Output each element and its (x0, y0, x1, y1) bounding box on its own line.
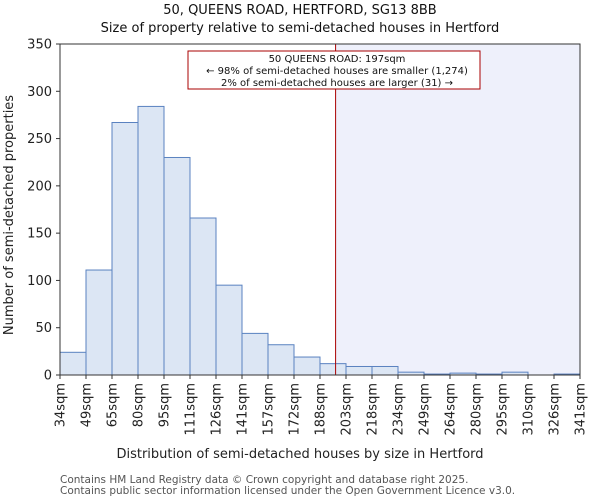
x-tick-label: 188sqm (314, 383, 329, 436)
x-tick-label: 295sqm (496, 383, 511, 436)
x-tick-label: 218sqm (366, 383, 381, 436)
x-tick-label: 80sqm (132, 383, 147, 427)
bar-218sqm (371, 365, 399, 376)
bar-157sqm (267, 344, 295, 376)
y-tick-label: 300 (27, 85, 52, 100)
x-tick-label: 172sqm (288, 383, 303, 436)
x-tick-label: 141sqm (236, 383, 251, 436)
x-tick-label: 326sqm (548, 383, 563, 436)
annotation-line-3: 2% of semi-detached houses are larger (3… (221, 78, 453, 89)
annotation-line-2: ← 98% of semi-detached houses are smalle… (206, 66, 468, 77)
bar-95sqm (163, 156, 191, 376)
bar-34sqm (59, 351, 87, 376)
x-tick-label: 65sqm (106, 383, 121, 427)
y-tick-label: 50 (35, 321, 52, 336)
x-tick-label: 264sqm (444, 383, 459, 436)
bar-203sqm (345, 365, 373, 376)
footer-line-2: Contains public sector information licen… (60, 485, 515, 497)
x-tick-label: 203sqm (340, 383, 355, 436)
annotation-box (187, 50, 481, 90)
y-tick-label: 200 (27, 179, 52, 194)
bar-111sqm (189, 217, 217, 376)
x-tick-label: 310sqm (522, 383, 537, 436)
y-tick-label: 100 (27, 274, 52, 289)
x-tick-label: 234sqm (392, 383, 407, 436)
x-tick-label: 126sqm (210, 383, 225, 436)
x-tick-label: 249sqm (418, 383, 433, 436)
x-tick-label: 95sqm (158, 383, 173, 427)
x-tick-label: 34sqm (54, 383, 69, 427)
y-tick-label: 350 (27, 38, 52, 53)
x-tick-label: 341sqm (574, 383, 589, 436)
chart-subtitle: Size of property relative to semi-detach… (101, 21, 500, 36)
bar-80sqm (137, 105, 165, 376)
x-tick-label: 280sqm (470, 383, 485, 436)
x-axis: 34sqm 49sqm 65sqm 80sqm 95sqm 111sqm 126sqm 141… (54, 375, 589, 436)
bar-126sqm (215, 284, 243, 376)
bars-group (59, 105, 581, 376)
x-tick-label: 111sqm (184, 383, 199, 436)
y-axis-label: Number of semi-detached properties (2, 95, 17, 335)
larger-properties-region (335, 44, 580, 375)
bar-188sqm (319, 363, 347, 376)
y-axis: 0 50 100 150 200 250 300 350 (27, 38, 60, 384)
bar-141sqm (241, 332, 269, 376)
chart-title: 50, QUEENS ROAD, HERTFORD, SG13 8BB (163, 3, 436, 18)
bar-49sqm (85, 269, 113, 376)
y-tick-label: 0 (44, 369, 52, 384)
x-axis-label: Distribution of semi-detached houses by … (116, 447, 483, 462)
bar-172sqm (293, 356, 321, 376)
annotation-line-1: 50 QUEENS ROAD: 197sqm (269, 54, 406, 65)
y-tick-label: 150 (27, 227, 52, 242)
y-tick-label: 250 (27, 132, 52, 147)
footer-line-1: Contains HM Land Registry data © Crown c… (60, 474, 468, 486)
bar-65sqm (111, 121, 139, 376)
x-tick-label: 157sqm (262, 383, 277, 436)
x-tick-label: 49sqm (80, 383, 95, 427)
